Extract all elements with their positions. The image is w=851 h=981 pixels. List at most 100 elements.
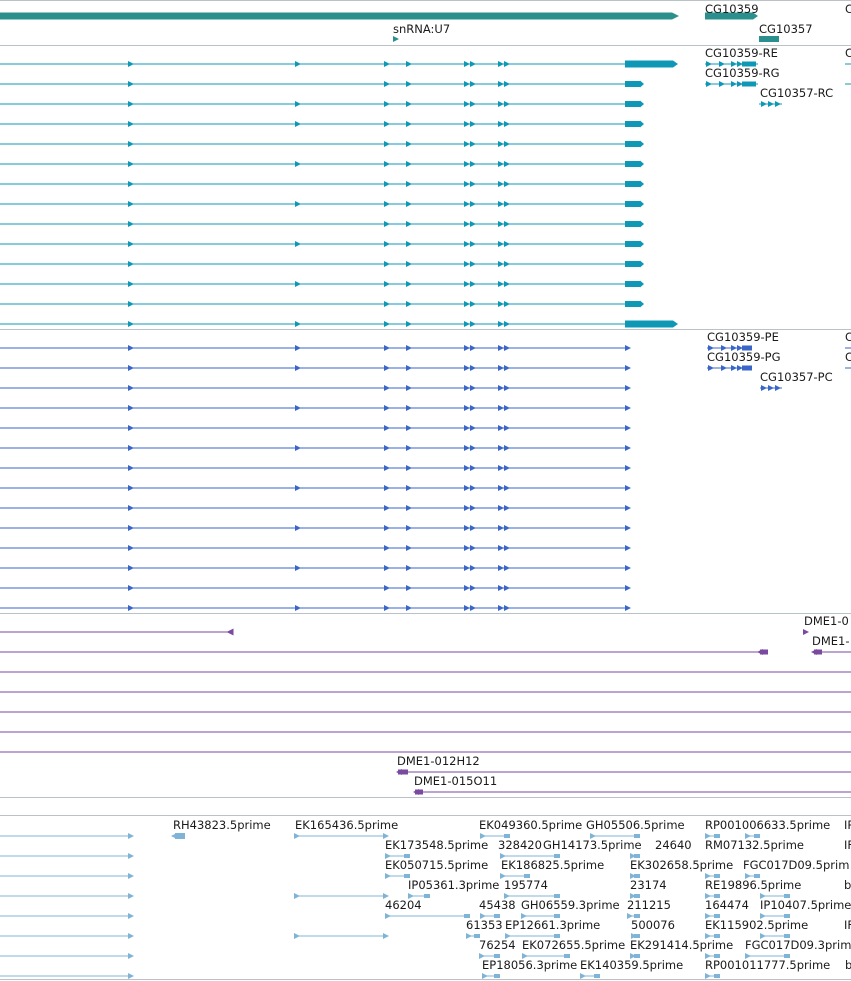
strand-arrow-icon xyxy=(470,201,476,207)
est-label[interactable]: 328420 xyxy=(498,838,542,852)
strand-arrow-icon xyxy=(464,385,470,391)
est-label[interactable]: EK115902.5prime xyxy=(705,918,809,932)
transcript-exon xyxy=(625,301,640,307)
transcript-exon xyxy=(742,81,756,87)
strand-arrow-icon xyxy=(757,649,763,655)
strand-arrow-icon xyxy=(504,445,510,451)
gene-label[interactable]: C xyxy=(845,2,851,16)
est-label[interactable]: 195774 xyxy=(504,878,548,892)
est-label[interactable]: EK050715.5prime xyxy=(385,858,489,872)
est-label[interactable]: b xyxy=(845,958,851,972)
protein-label[interactable]: CG10357-PC xyxy=(760,370,833,384)
strand-arrow-icon xyxy=(470,445,476,451)
protein-label[interactable]: CG10359-PG xyxy=(707,350,781,364)
transcript-label[interactable]: C xyxy=(845,46,851,60)
strand-arrow-icon xyxy=(464,281,470,287)
est-label[interactable]: IP xyxy=(844,818,851,832)
est-label[interactable]: 500076 xyxy=(631,918,675,932)
strand-arrow-icon xyxy=(295,605,301,611)
strand-arrow-icon xyxy=(464,445,470,451)
strand-arrow-icon xyxy=(393,36,399,42)
est-label[interactable]: b xyxy=(844,878,851,892)
est-label[interactable]: 211215 xyxy=(627,898,671,912)
est-label[interactable]: IF xyxy=(844,918,851,932)
strand-arrow-icon xyxy=(705,953,711,959)
transcript-label[interactable]: CG10357-RC xyxy=(760,86,834,100)
protein-label[interactable]: CG10359-PE xyxy=(707,330,779,344)
est-feature xyxy=(564,954,570,958)
protein-label[interactable]: C xyxy=(845,350,851,364)
est-label[interactable]: 46204 xyxy=(385,898,422,912)
strand-arrow-icon xyxy=(625,525,631,531)
est-label[interactable]: IP10407.5prime xyxy=(760,898,851,912)
strand-arrow-icon xyxy=(803,629,809,635)
est-feature xyxy=(714,934,720,938)
strand-arrow-icon xyxy=(498,61,504,67)
est-feature xyxy=(634,834,640,838)
strand-arrow-icon xyxy=(128,605,134,611)
strand-arrow-icon xyxy=(128,345,134,351)
gene-label[interactable]: CG10359 xyxy=(705,2,759,16)
gene-label[interactable]: snRNA:U7 xyxy=(393,22,451,36)
est-label[interactable]: RE19896.5prime xyxy=(705,878,802,892)
est-label[interactable]: EP12661.3prime xyxy=(505,918,601,932)
strand-arrow-icon xyxy=(464,405,470,411)
est-label[interactable]: 164474 xyxy=(705,898,749,912)
strand-arrow-icon xyxy=(384,385,390,391)
clone-label[interactable]: DME1-0 xyxy=(804,614,849,628)
strand-arrow-icon xyxy=(384,241,390,247)
est-label[interactable]: GH14173.5prime xyxy=(543,838,642,852)
est-label[interactable]: EK302658.5prime xyxy=(630,858,734,872)
est-label[interactable]: IF xyxy=(844,838,851,852)
track-separator xyxy=(0,0,851,1)
est-label[interactable]: RM07132.5prime xyxy=(705,838,804,852)
est-label[interactable]: FGC017D09.3prim xyxy=(745,938,851,952)
est-label[interactable]: 76254 xyxy=(479,938,516,952)
clone-label[interactable]: DME1- xyxy=(812,634,850,648)
est-label[interactable]: EK140359.5prime xyxy=(580,958,684,972)
clone-label[interactable]: DME1-015O11 xyxy=(414,774,498,788)
gene-label[interactable]: CG10357 xyxy=(759,22,813,36)
clone-label[interactable]: DME1-012H12 xyxy=(397,754,480,768)
est-label[interactable]: FGC017D09.5prim xyxy=(743,858,850,872)
strand-arrow-icon xyxy=(470,585,476,591)
strand-arrow-icon xyxy=(504,505,510,511)
est-label[interactable]: EK173548.5prime xyxy=(385,838,489,852)
est-label[interactable]: EK072655.5prime xyxy=(522,938,626,952)
strand-arrow-icon xyxy=(470,345,476,351)
strand-arrow-icon xyxy=(464,141,470,147)
transcript-label[interactable]: CG10359-RE xyxy=(705,46,778,60)
est-label[interactable]: EK291414.5prime xyxy=(630,938,734,952)
track-separator xyxy=(0,797,851,798)
est-label[interactable]: 61353 xyxy=(466,918,503,932)
est-label[interactable]: GH05506.5prime xyxy=(586,818,685,832)
est-label[interactable]: RP001006633.5prime xyxy=(705,818,831,832)
strand-arrow-icon xyxy=(721,345,727,351)
est-feature xyxy=(714,874,720,878)
est-label[interactable]: 45438 xyxy=(479,898,516,912)
est-label[interactable]: IP05361.3prime xyxy=(408,878,500,892)
strand-arrow-icon xyxy=(706,81,712,87)
est-label[interactable]: EK165436.5prime xyxy=(295,818,399,832)
est-label[interactable]: RP001011777.5prime xyxy=(705,958,831,972)
est-label[interactable]: EP18056.3prime xyxy=(482,958,578,972)
strand-arrow-icon xyxy=(470,425,476,431)
est-label[interactable]: RH43823.5prime xyxy=(173,818,271,832)
transcript-label[interactable]: CG10359-RG xyxy=(705,66,780,80)
strand-arrow-icon xyxy=(464,301,470,307)
strand-arrow-icon xyxy=(128,853,134,859)
strand-arrow-icon xyxy=(464,61,470,67)
strand-arrow-icon xyxy=(640,180,644,188)
strand-arrow-icon xyxy=(504,141,510,147)
est-label[interactable]: EK186825.5prime xyxy=(501,858,605,872)
est-label[interactable]: 23174 xyxy=(630,878,667,892)
est-feature xyxy=(175,833,185,839)
est-feature xyxy=(634,934,640,938)
est-label[interactable]: GH06559.3prime xyxy=(521,898,620,912)
est-label[interactable]: EK049360.5prime xyxy=(479,818,583,832)
strand-arrow-icon xyxy=(498,261,504,267)
strand-arrow-icon xyxy=(768,101,774,107)
protein-label[interactable]: C xyxy=(845,330,851,344)
est-label[interactable]: 24640 xyxy=(655,838,692,852)
